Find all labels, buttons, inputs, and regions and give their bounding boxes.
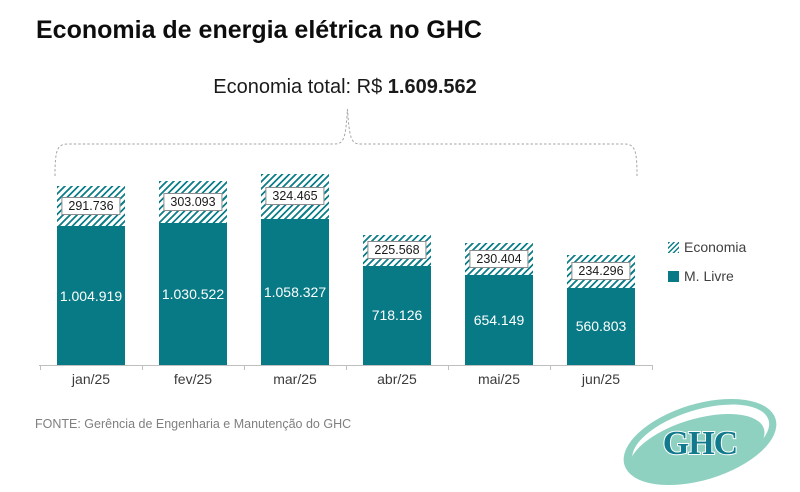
- x-axis-line: [39, 365, 653, 366]
- chart-legend: Economia M. Livre: [668, 239, 746, 297]
- bar-value-mlivre-mai/25: 654.149: [473, 311, 525, 328]
- mlivre-solid-swatch-icon: [668, 270, 679, 282]
- x-axis-tick: [652, 365, 653, 370]
- x-axis-label-mar/25: mar/25: [273, 371, 317, 387]
- bar-segment-mlivre-mar/25: [261, 218, 329, 365]
- x-axis-label-fev/25: fev/25: [173, 371, 213, 387]
- x-axis-label-abr/25: abr/25: [377, 371, 417, 387]
- bar-segment-mlivre-jan/25: [57, 226, 125, 365]
- total-annotation-prefix: Economia total: R$: [213, 76, 388, 98]
- page-title: Economia de energia elétrica no GHC: [36, 16, 482, 44]
- x-axis-tick: [550, 365, 551, 370]
- bar-value-economia-fev/25: 303.093: [163, 192, 223, 211]
- total-annotation: Economia total: R$ 1.609.562: [120, 76, 570, 99]
- logo-body-ellipse: [629, 413, 765, 485]
- bar-value-economia-jun/25: 234.296: [571, 262, 631, 281]
- logo-wordmark: GHC: [663, 425, 737, 462]
- x-axis-label-mai/25: mai/25: [477, 371, 521, 387]
- x-axis-label-jun/25: jun/25: [581, 371, 621, 387]
- legend-label-mlivre: M. Livre: [684, 268, 734, 284]
- ghc-logo: GHC: [623, 398, 777, 486]
- bar-segment-mlivre-fev/25: [159, 222, 227, 365]
- bar-segment-mlivre-abr/25: [363, 265, 431, 365]
- bar-value-economia-jan/25: 291.736: [61, 197, 121, 216]
- x-axis-tick: [142, 365, 143, 370]
- bar-value-economia-mai/25: 230.404: [469, 249, 529, 268]
- bar-value-mlivre-abr/25: 718.126: [371, 307, 423, 324]
- bar-value-economia-mar/25: 324.465: [265, 187, 325, 206]
- legend-item-economia: Economia: [668, 239, 746, 255]
- x-axis-tick: [448, 365, 449, 370]
- x-axis-tick: [40, 365, 41, 370]
- bar-value-mlivre-mar/25: 1.058.327: [263, 283, 327, 300]
- bar-value-mlivre-fev/25: 1.030.522: [161, 285, 225, 302]
- bar-value-economia-abr/25: 225.568: [367, 241, 427, 260]
- bar-segment-mlivre-mai/25: [465, 274, 533, 365]
- source-note: FONTE: Gerência de Engenharia e Manutenç…: [35, 417, 352, 431]
- bar-value-mlivre-jan/25: 1.004.919: [59, 287, 123, 304]
- bar-segment-mlivre-jun/25: [567, 287, 635, 365]
- x-axis-tick: [346, 365, 347, 370]
- x-axis-tick: [244, 365, 245, 370]
- x-axis-label-jan/25: jan/25: [71, 371, 111, 387]
- legend-item-mlivre: M. Livre: [668, 268, 746, 284]
- economia-hatch-swatch-icon: [668, 241, 679, 253]
- bar-value-mlivre-jun/25: 560.803: [575, 318, 627, 335]
- total-annotation-value: 1.609.562: [387, 76, 477, 98]
- legend-label-economia: Economia: [684, 239, 747, 255]
